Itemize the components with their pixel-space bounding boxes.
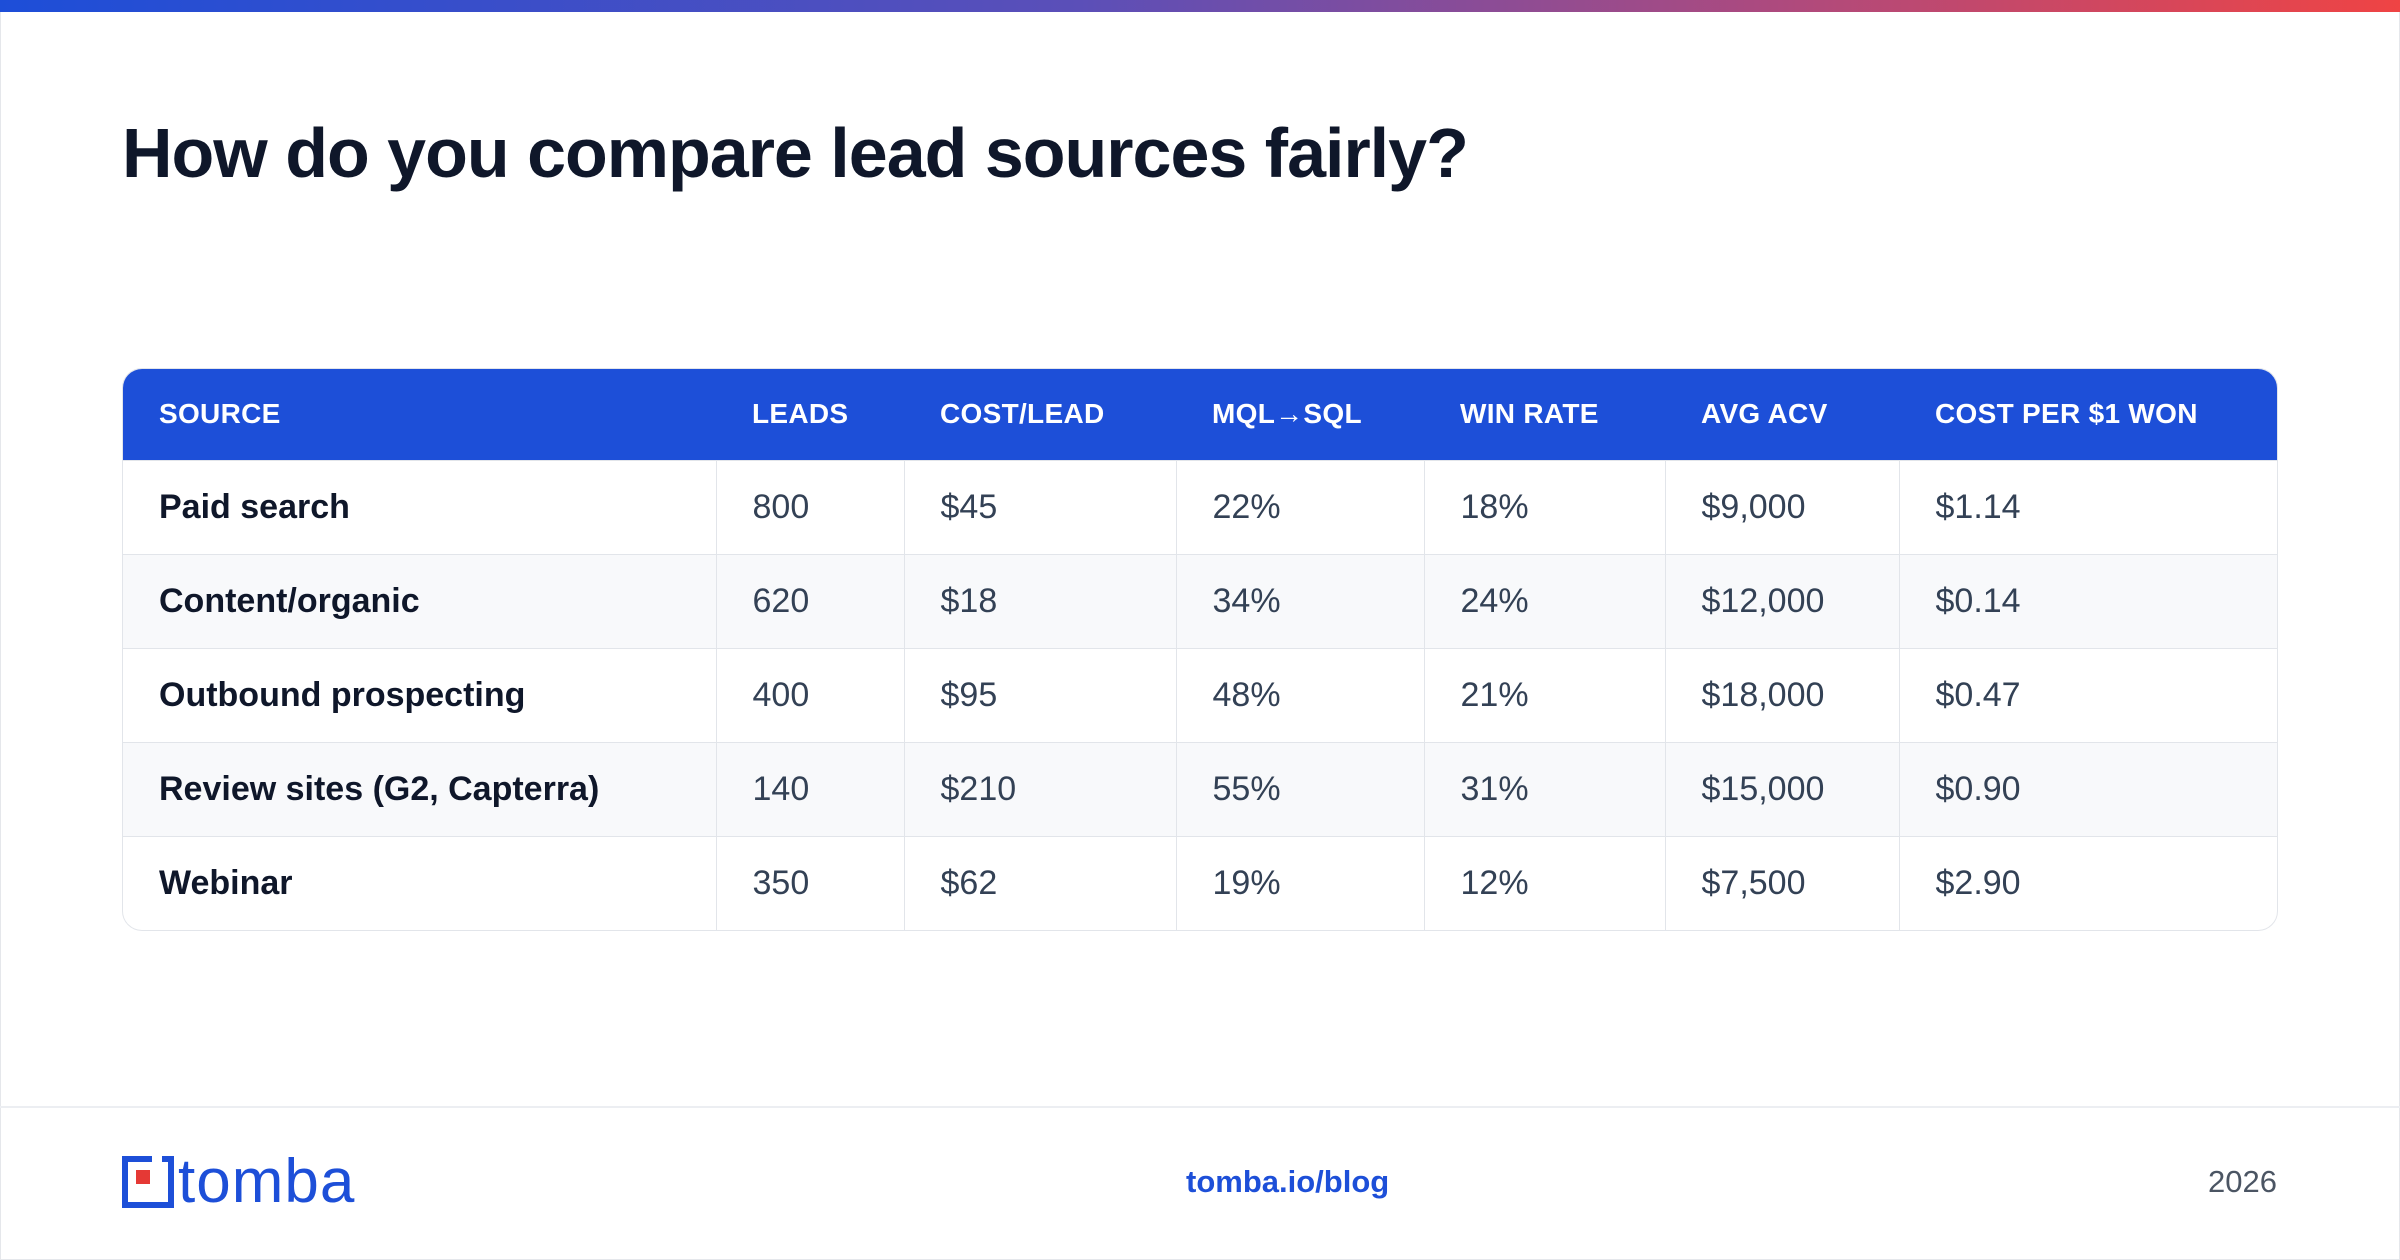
cell-leads: 620: [715, 553, 904, 648]
cell-cost-per-lead: $210: [903, 741, 1176, 836]
header-win-rate: WIN RATE: [1460, 398, 1599, 430]
cell-cost-per-lead: $95: [903, 647, 1176, 742]
top-gradient-bar: [0, 0, 2400, 12]
cell-mql-sql: 19%: [1175, 835, 1424, 930]
tomba-logo[interactable]: tomba: [122, 1147, 356, 1216]
cell-leads: 140: [715, 741, 904, 836]
blog-link[interactable]: tomba.io/blog: [1186, 1164, 1390, 1199]
cell-cost-per-lead: $45: [903, 459, 1176, 554]
cell-avg-acv: $12,000: [1664, 553, 1899, 648]
footer-divider: [0, 1106, 2400, 1108]
header-avg-acv: AVG ACV: [1701, 398, 1828, 430]
cell-cost-per-dollar-won: $0.47: [1898, 647, 2277, 742]
table-header-row: SOURCE LEADS COST/LEAD MQL→SQL WIN RATE …: [123, 369, 2277, 460]
cell-avg-acv: $9,000: [1664, 459, 1899, 554]
cell-win-rate: 18%: [1423, 459, 1665, 554]
cell-source: Paid search: [123, 459, 716, 554]
tomba-logo-icon: [122, 1156, 174, 1208]
cell-leads: 800: [715, 459, 904, 554]
cell-cost-per-lead: $62: [903, 835, 1176, 930]
cell-avg-acv: $15,000: [1664, 741, 1899, 836]
header-source: SOURCE: [159, 398, 281, 430]
cell-win-rate: 31%: [1423, 741, 1665, 836]
table-row: Content/organic 620 $18 34% 24% $12,000 …: [123, 553, 2277, 648]
table-row: Paid search 800 $45 22% 18% $9,000 $1.14: [123, 459, 2277, 554]
header-leads: LEADS: [752, 398, 849, 430]
footer-year: 2026: [2208, 1164, 2277, 1199]
lead-sources-table: SOURCE LEADS COST/LEAD MQL→SQL WIN RATE …: [122, 368, 2278, 931]
cell-source: Review sites (G2, Capterra): [123, 741, 716, 836]
cell-avg-acv: $18,000: [1664, 647, 1899, 742]
cell-source: Webinar: [123, 835, 716, 930]
table-row: Review sites (G2, Capterra) 140 $210 55%…: [123, 741, 2277, 836]
cell-avg-acv: $7,500: [1664, 835, 1899, 930]
cell-source: Outbound prospecting: [123, 647, 716, 742]
tomba-logo-text: tomba: [178, 1147, 356, 1216]
header-cost-per-lead: COST/LEAD: [940, 398, 1105, 430]
cell-cost-per-lead: $18: [903, 553, 1176, 648]
cell-source: Content/organic: [123, 553, 716, 648]
cell-cost-per-dollar-won: $0.90: [1898, 741, 2277, 836]
cell-leads: 350: [715, 835, 904, 930]
cell-cost-per-dollar-won: $0.14: [1898, 553, 2277, 648]
cell-win-rate: 21%: [1423, 647, 1665, 742]
cell-cost-per-dollar-won: $2.90: [1898, 835, 2277, 930]
header-mql-sql: MQL→SQL: [1212, 398, 1362, 430]
cell-win-rate: 24%: [1423, 553, 1665, 648]
cell-mql-sql: 55%: [1175, 741, 1424, 836]
cell-leads: 400: [715, 647, 904, 742]
cell-mql-sql: 34%: [1175, 553, 1424, 648]
cell-cost-per-dollar-won: $1.14: [1898, 459, 2277, 554]
page-title: How do you compare lead sources fairly?: [122, 114, 1469, 192]
cell-mql-sql: 22%: [1175, 459, 1424, 554]
table-row: Outbound prospecting 400 $95 48% 21% $18…: [123, 647, 2277, 742]
table-row: Webinar 350 $62 19% 12% $7,500 $2.90: [123, 835, 2277, 930]
cell-mql-sql: 48%: [1175, 647, 1424, 742]
header-cost-per-dollar-won: COST PER $1 WON: [1935, 398, 2198, 430]
cell-win-rate: 12%: [1423, 835, 1665, 930]
